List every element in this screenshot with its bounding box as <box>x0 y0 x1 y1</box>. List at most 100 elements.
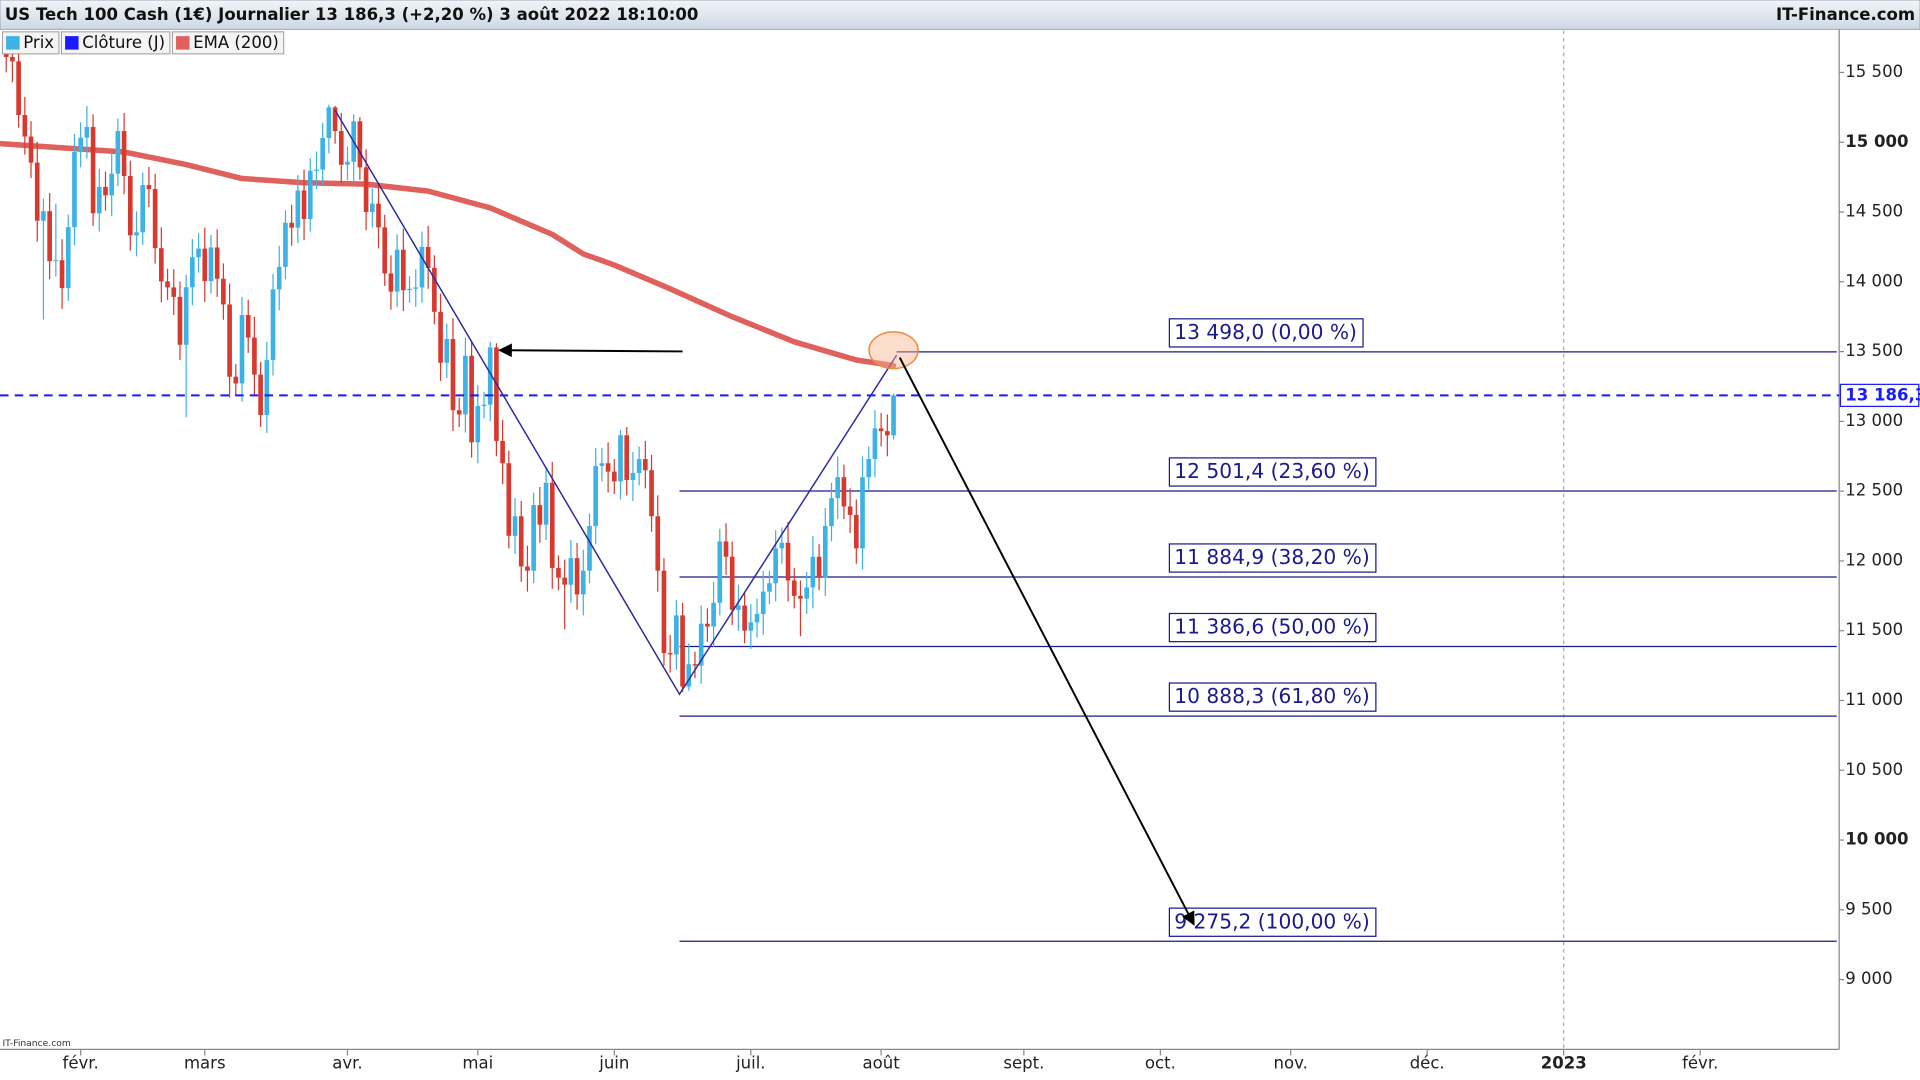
y-tick-label: 13 000 <box>1845 411 1903 430</box>
candle-body <box>16 61 21 116</box>
candle-body <box>729 556 735 610</box>
candle-body <box>742 605 747 631</box>
candle-body <box>773 548 778 584</box>
y-tick-label: 11 000 <box>1845 690 1903 709</box>
candle-body <box>717 541 723 603</box>
x-tick-label: févr. <box>1682 1054 1718 1073</box>
legend-label: Prix <box>23 33 54 52</box>
x-tick-label: avr. <box>332 1054 362 1073</box>
candle-body <box>500 440 505 464</box>
fib-label: 11 386,6 (50,00 %) <box>1174 615 1369 639</box>
candle-body <box>891 395 896 436</box>
candle-body <box>239 315 245 384</box>
candle-body <box>853 514 859 549</box>
candle-body <box>481 404 487 407</box>
arrow <box>498 343 683 358</box>
candle-body <box>432 267 437 312</box>
candle-body <box>258 374 263 415</box>
candle-body <box>338 131 344 165</box>
y-tick-label: 11 500 <box>1845 620 1903 639</box>
candle-body <box>345 161 350 165</box>
candle-body <box>655 516 661 571</box>
candle-body <box>270 289 276 361</box>
candle-body <box>376 203 381 228</box>
candle-body <box>822 526 828 578</box>
candle-body <box>643 459 648 471</box>
x-tick-label: juin <box>598 1054 629 1073</box>
fib-label-box <box>1168 682 1377 712</box>
candle-body <box>159 248 164 282</box>
candle-body <box>518 516 524 567</box>
candle-body <box>407 288 412 291</box>
x-tick-label: mars <box>184 1054 226 1073</box>
ema-line <box>0 140 897 369</box>
candle-body <box>686 664 692 687</box>
candle-body <box>785 542 791 581</box>
candle-body <box>47 211 52 262</box>
y-tick-label: 13 500 <box>1845 341 1903 360</box>
candle-body <box>463 355 468 415</box>
candle-body <box>196 248 201 258</box>
candle-body <box>599 463 605 467</box>
candle-body <box>72 152 77 228</box>
candle-body <box>878 428 884 432</box>
candle-body <box>723 541 729 557</box>
fib-label: 9 275,2 (100,00 %) <box>1174 909 1369 933</box>
candle-body <box>227 304 232 377</box>
legend-label: Clôture (J) <box>82 33 165 52</box>
candle-body <box>804 587 810 599</box>
legend-swatch <box>176 36 190 50</box>
fib-label-box <box>1168 612 1377 643</box>
legend-swatch <box>65 36 79 50</box>
x-tick-label: sept. <box>1003 1054 1044 1073</box>
candle-body <box>841 477 847 507</box>
candle-body <box>140 185 146 233</box>
candle-body <box>692 664 698 666</box>
legend-swatch <box>6 36 20 50</box>
x-tick-label: oct. <box>1145 1054 1176 1073</box>
x-tick-label: nov. <box>1274 1054 1308 1073</box>
candle-body <box>419 246 425 288</box>
candle-body <box>624 435 630 480</box>
candle-body <box>587 526 592 571</box>
x-tick-label: déc. <box>1410 1054 1445 1073</box>
candle-body <box>388 273 394 292</box>
candle-body <box>301 190 307 220</box>
candle-body <box>475 406 481 443</box>
candle-body <box>134 232 139 236</box>
legend-box <box>171 31 285 55</box>
y-tick-label: 9 000 <box>1845 969 1892 988</box>
candle-body <box>872 428 878 460</box>
candle-body <box>65 227 71 289</box>
candle-body <box>568 558 574 585</box>
x-tick-label: févr. <box>63 1054 99 1073</box>
candle-body <box>41 211 46 221</box>
candle-body <box>537 505 543 525</box>
candle-body <box>711 602 716 627</box>
fib-label-box <box>1168 457 1377 487</box>
candle-body <box>84 126 90 138</box>
candle-body <box>34 162 40 221</box>
y-tick-label: 9 500 <box>1845 899 1892 918</box>
candle-body <box>618 435 623 482</box>
candle-body <box>791 580 797 596</box>
highlight-circle <box>868 331 919 370</box>
candle-body <box>183 287 189 345</box>
y-tick-label: 12 000 <box>1845 550 1903 569</box>
x-tick-label: 2023 <box>1541 1054 1587 1073</box>
candle-body <box>661 570 667 654</box>
candle-body <box>698 623 704 666</box>
legend-item: Clôture (J) <box>60 31 171 55</box>
candle-body <box>177 296 183 345</box>
candle-body <box>605 463 611 472</box>
candle-body <box>221 278 226 305</box>
fib-label-box <box>1168 907 1377 937</box>
candle-body <box>295 190 301 228</box>
fib-label-box <box>1168 318 1364 348</box>
candle-body <box>543 482 549 525</box>
candle-body <box>78 137 83 153</box>
candle-body <box>115 131 121 174</box>
candle-body <box>289 222 294 228</box>
